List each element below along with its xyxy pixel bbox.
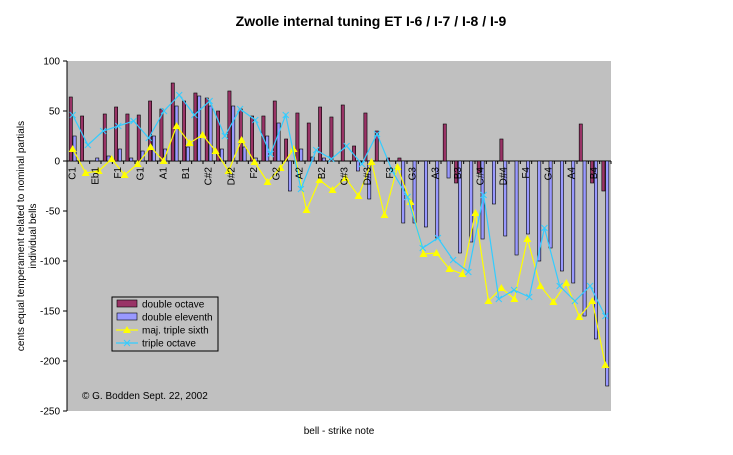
- x-tick-label: F4: [521, 167, 532, 179]
- x-tick-label: C1: [68, 167, 79, 180]
- bar-double-eleventh: [606, 161, 609, 386]
- x-tick-label: G2: [272, 167, 283, 181]
- y-axis-label-line2: individual bells: [28, 203, 39, 268]
- y-axis: 100 50 0 -50 -100 -150 -200 -250: [40, 57, 67, 418]
- legend-label-double-eleventh: double eleventh: [142, 313, 213, 324]
- y-tick-label: 100: [43, 57, 60, 68]
- bar-double-octave: [602, 161, 605, 191]
- bar-double-eleventh: [492, 161, 495, 204]
- legend-swatch-double-eleventh: [117, 313, 137, 320]
- bar-double-octave: [500, 139, 503, 161]
- bar-double-eleventh: [232, 106, 235, 161]
- bar-double-eleventh: [356, 161, 359, 171]
- bar-double-octave: [579, 124, 582, 161]
- copyright-annotation: © G. Bodden Sept. 22, 2002: [82, 391, 208, 402]
- x-tick-label: B3: [453, 167, 464, 180]
- y-tick-label: -100: [40, 257, 60, 268]
- x-tick-label: A2: [294, 167, 305, 180]
- x-tick-label: D#4: [498, 167, 509, 186]
- bar-double-eleventh: [447, 161, 450, 178]
- bar-double-eleventh: [118, 149, 121, 161]
- bar-double-octave: [126, 114, 129, 161]
- bar-double-octave: [330, 117, 333, 161]
- bar-double-octave: [296, 113, 299, 161]
- legend-label-maj-triple-sixth: maj. triple sixth: [142, 326, 209, 337]
- bar-double-eleventh: [322, 158, 325, 161]
- bar-double-eleventh: [515, 161, 518, 255]
- y-tick-label: -250: [40, 407, 60, 418]
- x-tick-label: D#3: [362, 167, 373, 186]
- bar-double-octave: [273, 101, 276, 161]
- x-tick-label: A1: [158, 167, 169, 180]
- bar-double-octave: [341, 105, 344, 161]
- x-tick-label: A3: [430, 167, 441, 180]
- bar-double-eleventh: [96, 158, 99, 161]
- bar-double-octave: [115, 107, 118, 161]
- y-axis-label-line1: cents equal temperament related to nomin…: [16, 121, 27, 351]
- bar-double-octave: [307, 123, 310, 161]
- bar-double-eleventh: [560, 161, 563, 271]
- y-tick-label: -50: [46, 207, 61, 218]
- x-tick-label: C#3: [340, 167, 351, 186]
- bar-double-eleventh: [300, 149, 303, 161]
- bar-double-eleventh: [198, 96, 201, 161]
- bar-double-eleventh: [288, 161, 291, 191]
- bar-double-octave: [171, 83, 174, 161]
- legend-label-double-octave: double octave: [142, 300, 205, 311]
- x-tick-label: B4: [589, 167, 600, 180]
- x-tick-label: D#2: [226, 167, 237, 186]
- bar-double-octave: [137, 115, 140, 161]
- bar-double-eleventh: [424, 161, 427, 227]
- bar-double-octave: [149, 101, 152, 161]
- x-tick-label: F3: [385, 167, 396, 179]
- y-tick-label: -200: [40, 357, 60, 368]
- bar-double-eleventh: [175, 106, 178, 161]
- bar-double-eleventh: [209, 106, 212, 161]
- y-tick-label: 0: [54, 157, 60, 168]
- legend-swatch-double-octave: [117, 300, 137, 307]
- bar-double-eleventh: [186, 147, 189, 161]
- x-tick-label: G3: [408, 167, 419, 181]
- bar-double-octave: [81, 116, 84, 161]
- x-tick-label: B1: [181, 167, 192, 180]
- x-tick-label: F1: [113, 167, 124, 179]
- y-tick-label: -150: [40, 307, 60, 318]
- legend-label-triple-octave: triple octave: [142, 339, 196, 350]
- x-tick-label: B2: [317, 167, 328, 180]
- bar-double-octave: [103, 114, 106, 161]
- bar-double-eleventh: [130, 158, 133, 161]
- bar-double-octave: [398, 158, 401, 161]
- x-tick-label: Eb1: [90, 167, 101, 185]
- x-tick-label: A4: [566, 167, 577, 180]
- legend: double octave double eleventh maj. triple …: [112, 297, 218, 351]
- x-tick-label: G1: [136, 167, 147, 181]
- chart-title: Zwolle internal tuning ET I-6 / I-7 / I-…: [236, 13, 507, 29]
- x-tick-label: C#4: [476, 167, 487, 186]
- bar-double-octave: [183, 101, 186, 161]
- bar-double-eleventh: [243, 147, 246, 161]
- x-tick-label: G4: [544, 167, 555, 181]
- bar-double-octave: [205, 98, 208, 161]
- bar-double-octave: [194, 93, 197, 161]
- x-tick-label: C#2: [204, 167, 215, 186]
- bar-double-octave: [443, 124, 446, 161]
- y-tick-label: 50: [49, 107, 61, 118]
- x-tick-label: F2: [249, 167, 260, 179]
- bar-double-eleventh: [277, 123, 280, 161]
- x-axis-label: bell - strike note: [304, 426, 375, 437]
- bar-double-octave: [239, 109, 242, 161]
